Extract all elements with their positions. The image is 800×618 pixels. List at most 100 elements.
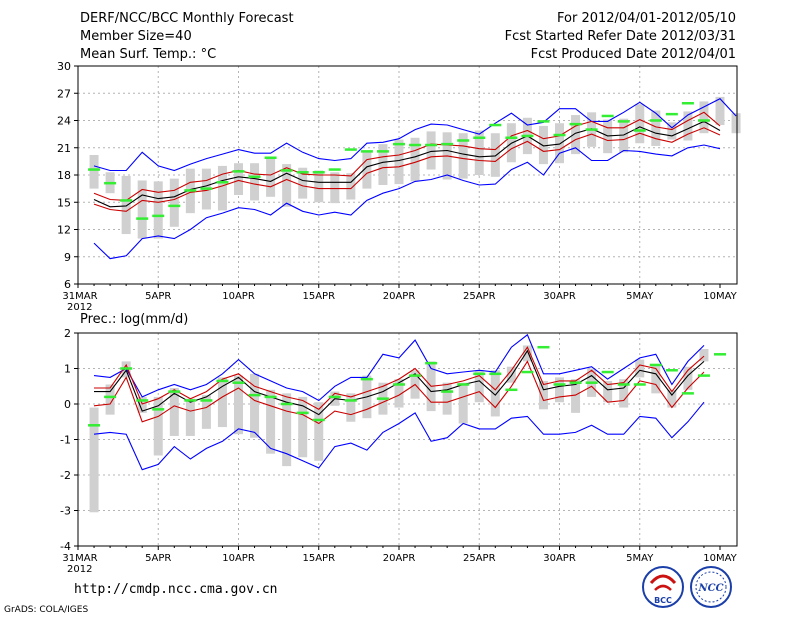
- y-tick-label: 30: [57, 60, 71, 73]
- variable-label-prec: Prec.: log(mm/d): [80, 312, 188, 327]
- range-bar: [699, 101, 709, 134]
- ncc-logo-ring: [690, 566, 732, 608]
- range-bar: [137, 396, 147, 413]
- range-bar: [346, 173, 356, 200]
- range-bar: [362, 150, 372, 189]
- range-bar: [153, 181, 163, 239]
- range-bar: [282, 393, 292, 467]
- series-line-max: [93, 333, 705, 402]
- x-tick-label: 15APR: [302, 291, 335, 302]
- range-bar: [394, 379, 404, 408]
- range-bar: [314, 170, 324, 203]
- x-tick-label: 10APR: [222, 553, 255, 564]
- series-line-upper: [94, 346, 705, 410]
- range-bar: [651, 110, 661, 146]
- range-bar: [234, 163, 243, 195]
- x-tick-label: 30APR: [543, 553, 576, 564]
- x-tick-label: 25APR: [463, 291, 496, 302]
- range-bar: [635, 104, 645, 144]
- range-bar: [635, 359, 645, 378]
- range-bar: [458, 382, 468, 424]
- y-tick-label: 24: [57, 115, 71, 128]
- x-tick-label: 10MAY: [703, 291, 737, 302]
- range-bar: [667, 122, 677, 140]
- y-tick-label: -2: [60, 469, 71, 482]
- range-bar: [298, 396, 308, 458]
- range-bar: [298, 167, 308, 199]
- range-bar: [555, 123, 564, 164]
- x-tick-label: 5APR: [145, 553, 171, 564]
- y-tick-label: 9: [64, 251, 71, 264]
- range-bar: [474, 370, 484, 403]
- y-tick-label: 12: [57, 224, 71, 237]
- variable-label-temp: Mean Surf. Temp.: °C: [80, 47, 217, 62]
- range-bar: [555, 377, 564, 403]
- series-line-mean: [93, 120, 721, 208]
- range-bar: [266, 389, 276, 454]
- ncc-logo-inner: [695, 571, 727, 603]
- bcc-logo-arc: [649, 574, 677, 585]
- grads-credit: GrADS: COLA/IGES: [4, 605, 89, 615]
- source-url[interactable]: http://cmdp.ncc.cma.gov.cn: [74, 582, 278, 597]
- member-size: Member Size=40: [80, 29, 192, 44]
- range-bar: [651, 364, 661, 394]
- ncc-logo: NCC: [690, 566, 732, 608]
- x-tick-label: 5APR: [145, 291, 171, 302]
- range-bar: [169, 388, 179, 436]
- x-tick-label: 15APR: [302, 553, 335, 564]
- range-bar: [185, 398, 195, 436]
- y-tick-label: 2: [64, 327, 71, 340]
- range-bar: [442, 382, 452, 415]
- range-bar: [250, 163, 260, 201]
- x-tick-label: 10MAY: [703, 553, 737, 564]
- series-line-min: [93, 401, 705, 471]
- series-line-max: [93, 98, 737, 172]
- range-bar: [169, 178, 179, 227]
- y-tick-label: -4: [60, 540, 71, 553]
- series-line-lower: [93, 127, 721, 212]
- range-bar: [153, 396, 163, 456]
- range-bar: [105, 384, 115, 415]
- y-tick-label: 15: [57, 196, 71, 209]
- range-bar: [217, 165, 227, 211]
- range-bar: [538, 380, 548, 410]
- x-tick-label: 31MAR: [62, 291, 97, 302]
- range-bar: [234, 375, 243, 435]
- series-line-min: [93, 144, 721, 260]
- range-bar: [217, 377, 227, 428]
- range-bar: [667, 389, 677, 408]
- range-bar: [137, 180, 147, 239]
- bcc-logo: BCC: [642, 566, 684, 608]
- y-tick-label: 0: [64, 398, 71, 411]
- range-bar: [346, 393, 356, 422]
- ncc-logo-text: NCC: [697, 583, 723, 594]
- bcc-logo-arc2: [654, 584, 672, 591]
- y-tick-label: 21: [57, 142, 71, 155]
- bcc-logo-text: BCC: [654, 596, 672, 605]
- series-line-upper: [93, 111, 721, 201]
- range-bar: [571, 379, 581, 413]
- x-tick-label: 10APR: [222, 291, 255, 302]
- range-bar: [121, 175, 131, 235]
- y-tick-label: -1: [60, 434, 71, 447]
- range-bar: [458, 133, 468, 179]
- x-tick-label: 31MAR: [62, 553, 97, 564]
- x-tick-label: 5MAY: [626, 291, 654, 302]
- range-bar: [410, 137, 420, 182]
- x-tick-label: 5MAY: [626, 553, 654, 564]
- fcst-start-date: Fcst Started Refer Date 2012/03/31: [504, 29, 736, 44]
- range-bar: [250, 373, 260, 438]
- range-bar: [603, 380, 613, 403]
- range-bar: [201, 395, 211, 429]
- x-tick-label: 20APR: [383, 553, 416, 564]
- chart-title: DERF/NCC/BCC Monthly Forecast: [80, 11, 294, 26]
- range-bar: [683, 111, 693, 141]
- fcst-produced-date: Fcst Produced Date 2012/04/01: [530, 47, 736, 62]
- y-tick-label: -3: [60, 505, 71, 518]
- range-bar: [314, 402, 324, 461]
- x-tick-label: 20APR: [383, 291, 416, 302]
- y-tick-label: 1: [64, 363, 71, 376]
